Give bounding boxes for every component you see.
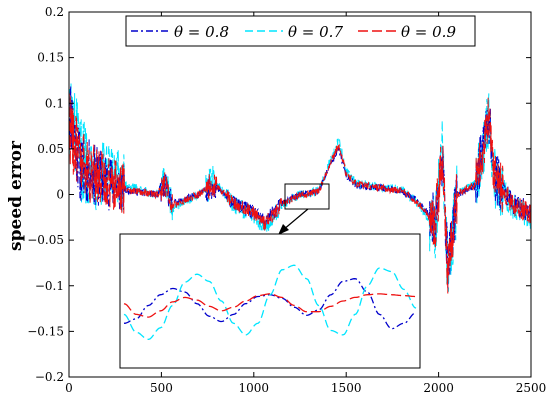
legend-box <box>125 15 476 47</box>
y-tick-label: 0.15 <box>37 51 64 65</box>
x-tick-labels: 0 500 1000 1500 2000 2500 <box>65 381 546 395</box>
zoom-arrow-head <box>278 224 289 235</box>
y-tick-label: −0.1 <box>35 279 64 293</box>
y-tick-label: 0.1 <box>45 96 64 110</box>
series-layer <box>68 82 532 294</box>
zoom-arrow <box>282 208 309 231</box>
y-axis-label: speed error <box>6 140 26 251</box>
x-tick-label: 500 <box>150 381 173 395</box>
legend: θ = 0.8 θ = 0.7 θ = 0.9 <box>131 23 456 41</box>
zoom-region-box <box>284 183 330 210</box>
x-tick-label: 2000 <box>423 381 454 395</box>
inset-series-line <box>123 264 417 341</box>
series-line <box>68 93 532 294</box>
legend-label: θ = 0.9 <box>401 23 456 41</box>
y-tick-label: −0.2 <box>35 370 64 384</box>
legend-label: θ = 0.8 <box>174 23 229 41</box>
y-tick-label: 0 <box>56 188 64 202</box>
inset-frame <box>119 233 421 369</box>
x-tick-label: 2500 <box>516 381 547 395</box>
x-tick-label: 0 <box>65 381 73 395</box>
legend-label: θ = 0.7 <box>288 23 343 41</box>
plot-frame <box>68 11 532 378</box>
y-tick-labels: 0.2 0.15 0.1 0.05 0 −0.05 −0.1 −0.15 −0.2 <box>27 5 64 384</box>
x-tick-label: 1500 <box>331 381 362 395</box>
y-tick-label: 0.05 <box>37 142 64 156</box>
y-tick-label: −0.15 <box>27 324 64 338</box>
y-tick-label: 0.2 <box>45 5 64 19</box>
inset-layer <box>123 264 417 341</box>
x-tick-label: 1000 <box>239 381 270 395</box>
y-tick-label: −0.05 <box>27 233 64 247</box>
inset-series-line <box>123 293 416 318</box>
